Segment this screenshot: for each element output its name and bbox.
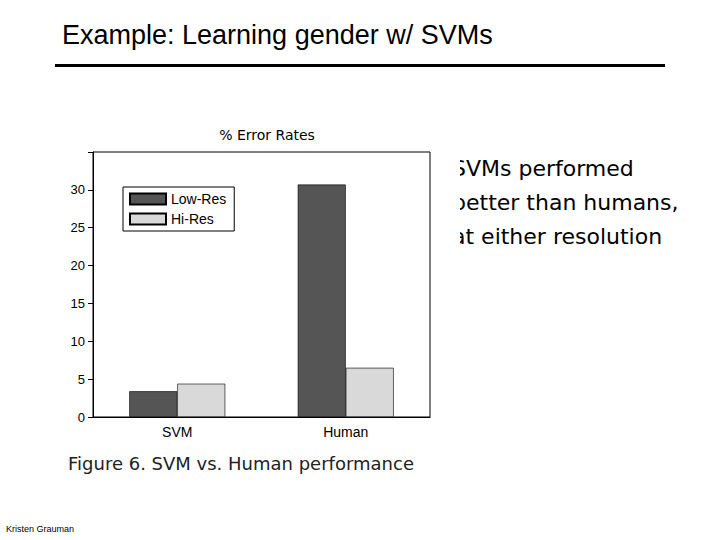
svg-text:Human: Human: [323, 424, 368, 440]
svg-text:20: 20: [71, 258, 85, 273]
svg-text:5: 5: [78, 372, 85, 387]
svg-text:25: 25: [71, 220, 85, 235]
html-text:Example: Learning gender w/ SV: Example: Learning gender w/ SVMs: [62, 20, 493, 50]
html-text:Figure 6. SVM vs. Human perfor: Figure 6. SVM vs. Human performance: [68, 453, 414, 474]
html-text:Kristen Grauman: Kristen Grauman: [6, 524, 74, 534]
html-text:SVMs performed better than hum: SVMs performed better than humans, at ei…: [452, 156, 679, 249]
svg-text:Low-Res: Low-Res: [171, 191, 226, 207]
svg-text:SVM: SVM: [162, 424, 192, 440]
svg-text:% Error Rates: % Error Rates: [219, 127, 315, 143]
svg-text:15: 15: [71, 296, 85, 311]
svg-text:10: 10: [71, 334, 85, 349]
svg-text:0: 0: [78, 410, 85, 425]
svg-text:Hi-Res: Hi-Res: [171, 211, 214, 227]
svg-text:30: 30: [71, 182, 85, 197]
